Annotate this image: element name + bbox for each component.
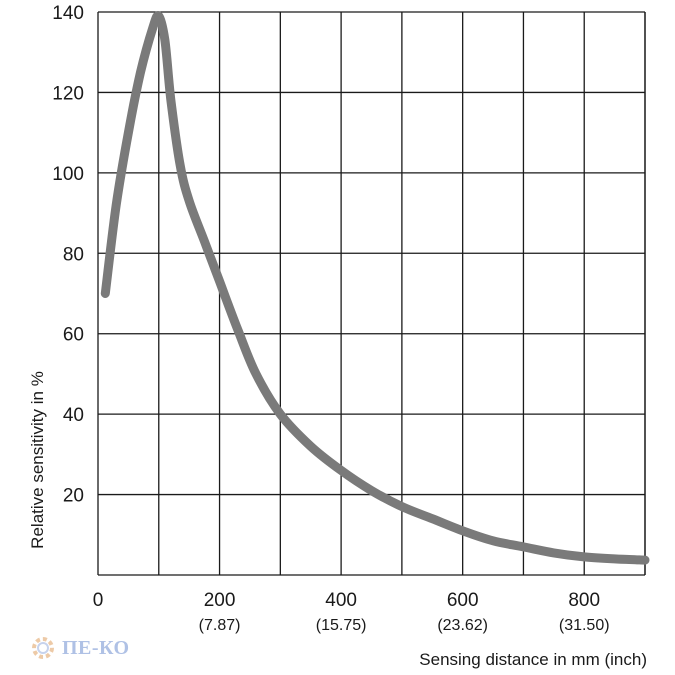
x-tick-label: 800 <box>568 590 600 611</box>
x-axis-title: Sensing distance in mm (inch) <box>419 650 647 669</box>
y-tick-label: 40 <box>63 405 84 426</box>
y-axis-title: Relative sensitivity in % <box>28 371 47 549</box>
gear-icon <box>32 637 54 659</box>
series-layer <box>100 11 650 565</box>
sensitivity-curve <box>100 11 650 565</box>
x-tick-label: 0 <box>93 590 104 611</box>
x-tick-sublabel: (23.62) <box>437 617 488 634</box>
watermark-text: ПЕ-КО <box>62 636 130 659</box>
x-tick-label: 600 <box>447 590 479 611</box>
x-tick-label: 400 <box>325 590 357 611</box>
y-tick-label: 100 <box>52 164 84 185</box>
y-tick-label: 20 <box>63 486 84 507</box>
x-tick-sublabel: (7.87) <box>199 617 241 634</box>
x-tick-label: 200 <box>204 590 236 611</box>
x-tick-sublabel: (15.75) <box>316 617 367 634</box>
y-axis-ticks: 140 120 100 80 60 40 20 <box>52 3 84 507</box>
y-tick-label: 60 <box>63 325 84 346</box>
x-tick-sublabel: (31.50) <box>559 617 610 634</box>
y-tick-label: 140 <box>52 3 84 24</box>
x-axis-ticks: 0 200 (7.87) 400 (15.75) 600 (23.62) 800 (31.50) <box>93 590 610 634</box>
y-tick-label: 80 <box>63 244 84 265</box>
watermark: ПЕ-КО <box>28 633 130 663</box>
y-tick-label: 120 <box>52 83 84 104</box>
